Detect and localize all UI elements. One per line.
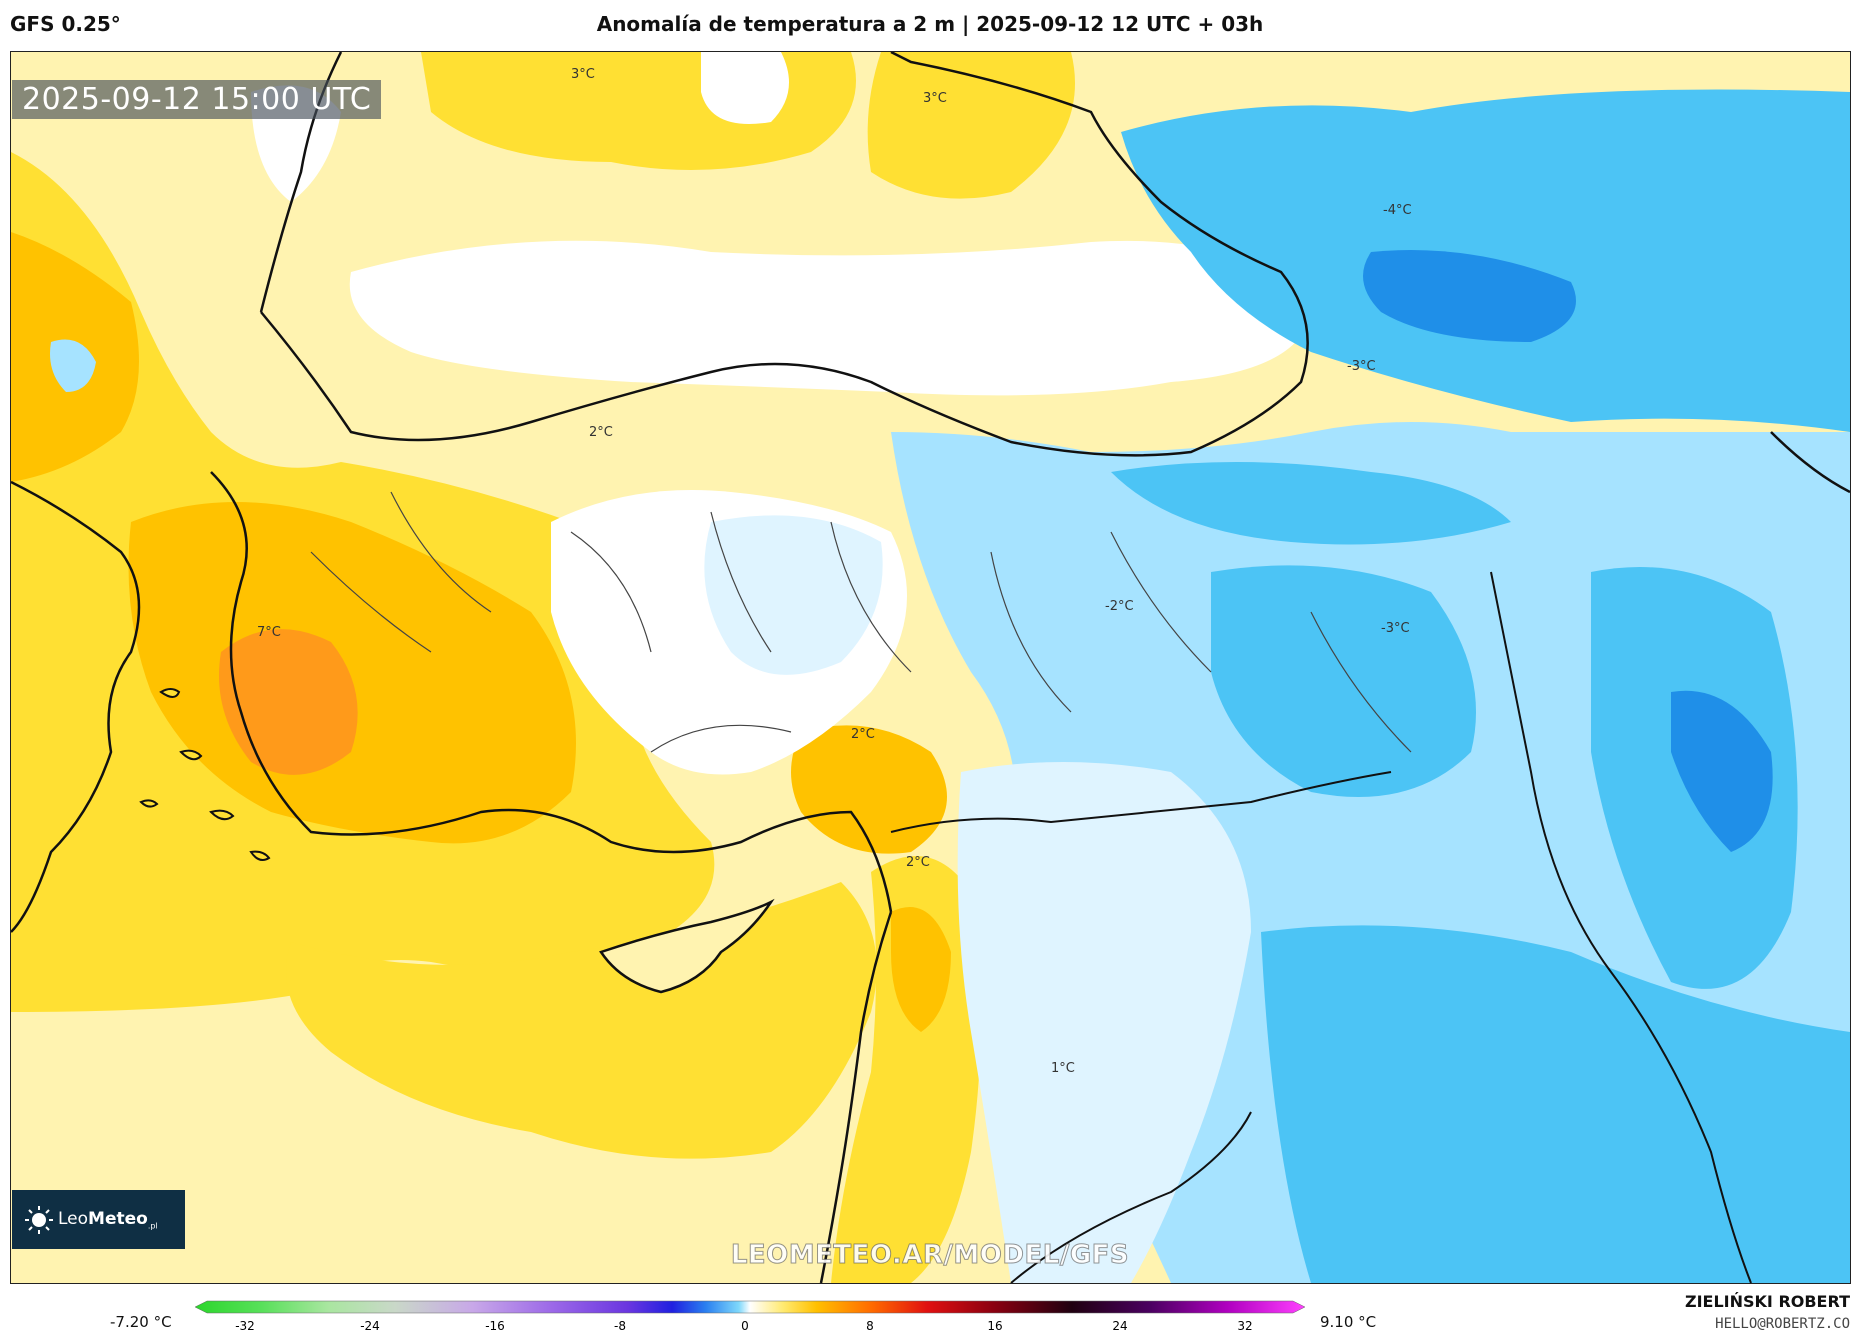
northeast-turkey-cool-band	[1111, 462, 1511, 545]
colorbar: -32 -24 -16 -8 0 8 16 24 32	[195, 1300, 1305, 1333]
contour-label: 7°C	[257, 625, 281, 640]
colorbar-tick: 24	[1112, 1319, 1127, 1333]
author-email[interactable]: HELLO@ROBERTZ.CO	[1715, 1316, 1850, 1332]
map-title: Anomalía de temperatura a 2 m | 2025-09-…	[596, 12, 1264, 36]
syria-iraq-cool	[1261, 925, 1850, 1283]
far-west-cool-patch	[50, 339, 96, 392]
north-warm-blob	[421, 52, 856, 170]
west-peak-warm	[219, 629, 358, 775]
sun-icon	[25, 1205, 53, 1234]
colorbar-tick: 8	[866, 1319, 874, 1333]
iraq-iran-border	[1490, 571, 1752, 1283]
iran-peak-cool	[1671, 690, 1773, 852]
east-strong-cool	[1211, 565, 1476, 797]
source-watermark: LEOMETEO.AR/MODEL/GFS	[730, 1240, 1130, 1271]
contour-label: 3°C	[923, 91, 947, 106]
contour-label: -4°C	[1383, 203, 1412, 218]
black-sea-neutral-region	[349, 240, 1311, 396]
turkey-syria-border	[890, 771, 1392, 833]
colorbar-tick: 16	[987, 1319, 1002, 1333]
east-med-warm	[286, 882, 877, 1159]
turkey-south-coastline	[210, 471, 893, 913]
contour-label: 2°C	[851, 727, 875, 742]
syria-iraq-border	[1010, 1111, 1252, 1283]
colorbar-tick: 32	[1237, 1319, 1252, 1333]
southeast-turkey-warm	[791, 725, 947, 854]
central-light-cool	[704, 515, 883, 675]
contour-label: -3°C	[1347, 359, 1376, 374]
map-area[interactable]: 3°C 3°C -4°C -3°C 2°C 7°C -2°C -3°C 2°C …	[10, 51, 1851, 1284]
logo-text: LeoMeteo.pl	[58, 1208, 158, 1231]
levant-coastline	[819, 911, 893, 1283]
colorbar-tick: 0	[741, 1319, 749, 1333]
valid-time-badge: 2025-09-12 15:00 UTC	[12, 80, 382, 119]
cyprus-island	[599, 898, 775, 994]
levant-strong-warm	[891, 907, 951, 1032]
east-light-cool	[957, 762, 1251, 1283]
north-white-strip	[701, 52, 789, 124]
contour-label: 3°C	[571, 67, 595, 82]
internal-borders	[310, 491, 1412, 753]
leometeo-logo: LeoMeteo.pl	[12, 1190, 185, 1249]
anomaly-map: 3°C 3°C -4°C -3°C 2°C 7°C -2°C -3°C 2°C …	[11, 52, 1850, 1283]
aegean-islands	[139, 688, 271, 861]
colorbar-tick: -16	[485, 1319, 505, 1333]
colorbar-tick: -32	[235, 1319, 255, 1333]
model-name: GFS 0.25°	[10, 12, 121, 36]
legend-min-label: -7.20 °C	[110, 1313, 172, 1331]
contour-label: 2°C	[906, 855, 930, 870]
colorbar-tick: -24	[360, 1319, 380, 1333]
caspian-coast	[1770, 431, 1850, 494]
greece-coastline	[11, 480, 141, 933]
contour-label: 1°C	[1051, 1061, 1075, 1076]
contour-label: -2°C	[1105, 599, 1134, 614]
legend-max-label: 9.10 °C	[1320, 1313, 1377, 1331]
colorbar-tick: -8	[614, 1319, 626, 1333]
caucasus-peak-cool	[1363, 250, 1576, 342]
contour-label: -3°C	[1381, 621, 1410, 636]
author-name: ZIELIŃSKI ROBERT	[1684, 1292, 1850, 1311]
northeast-warm-blob	[867, 52, 1075, 199]
contour-label: 2°C	[589, 425, 613, 440]
black-sea-coastline	[260, 52, 1309, 457]
